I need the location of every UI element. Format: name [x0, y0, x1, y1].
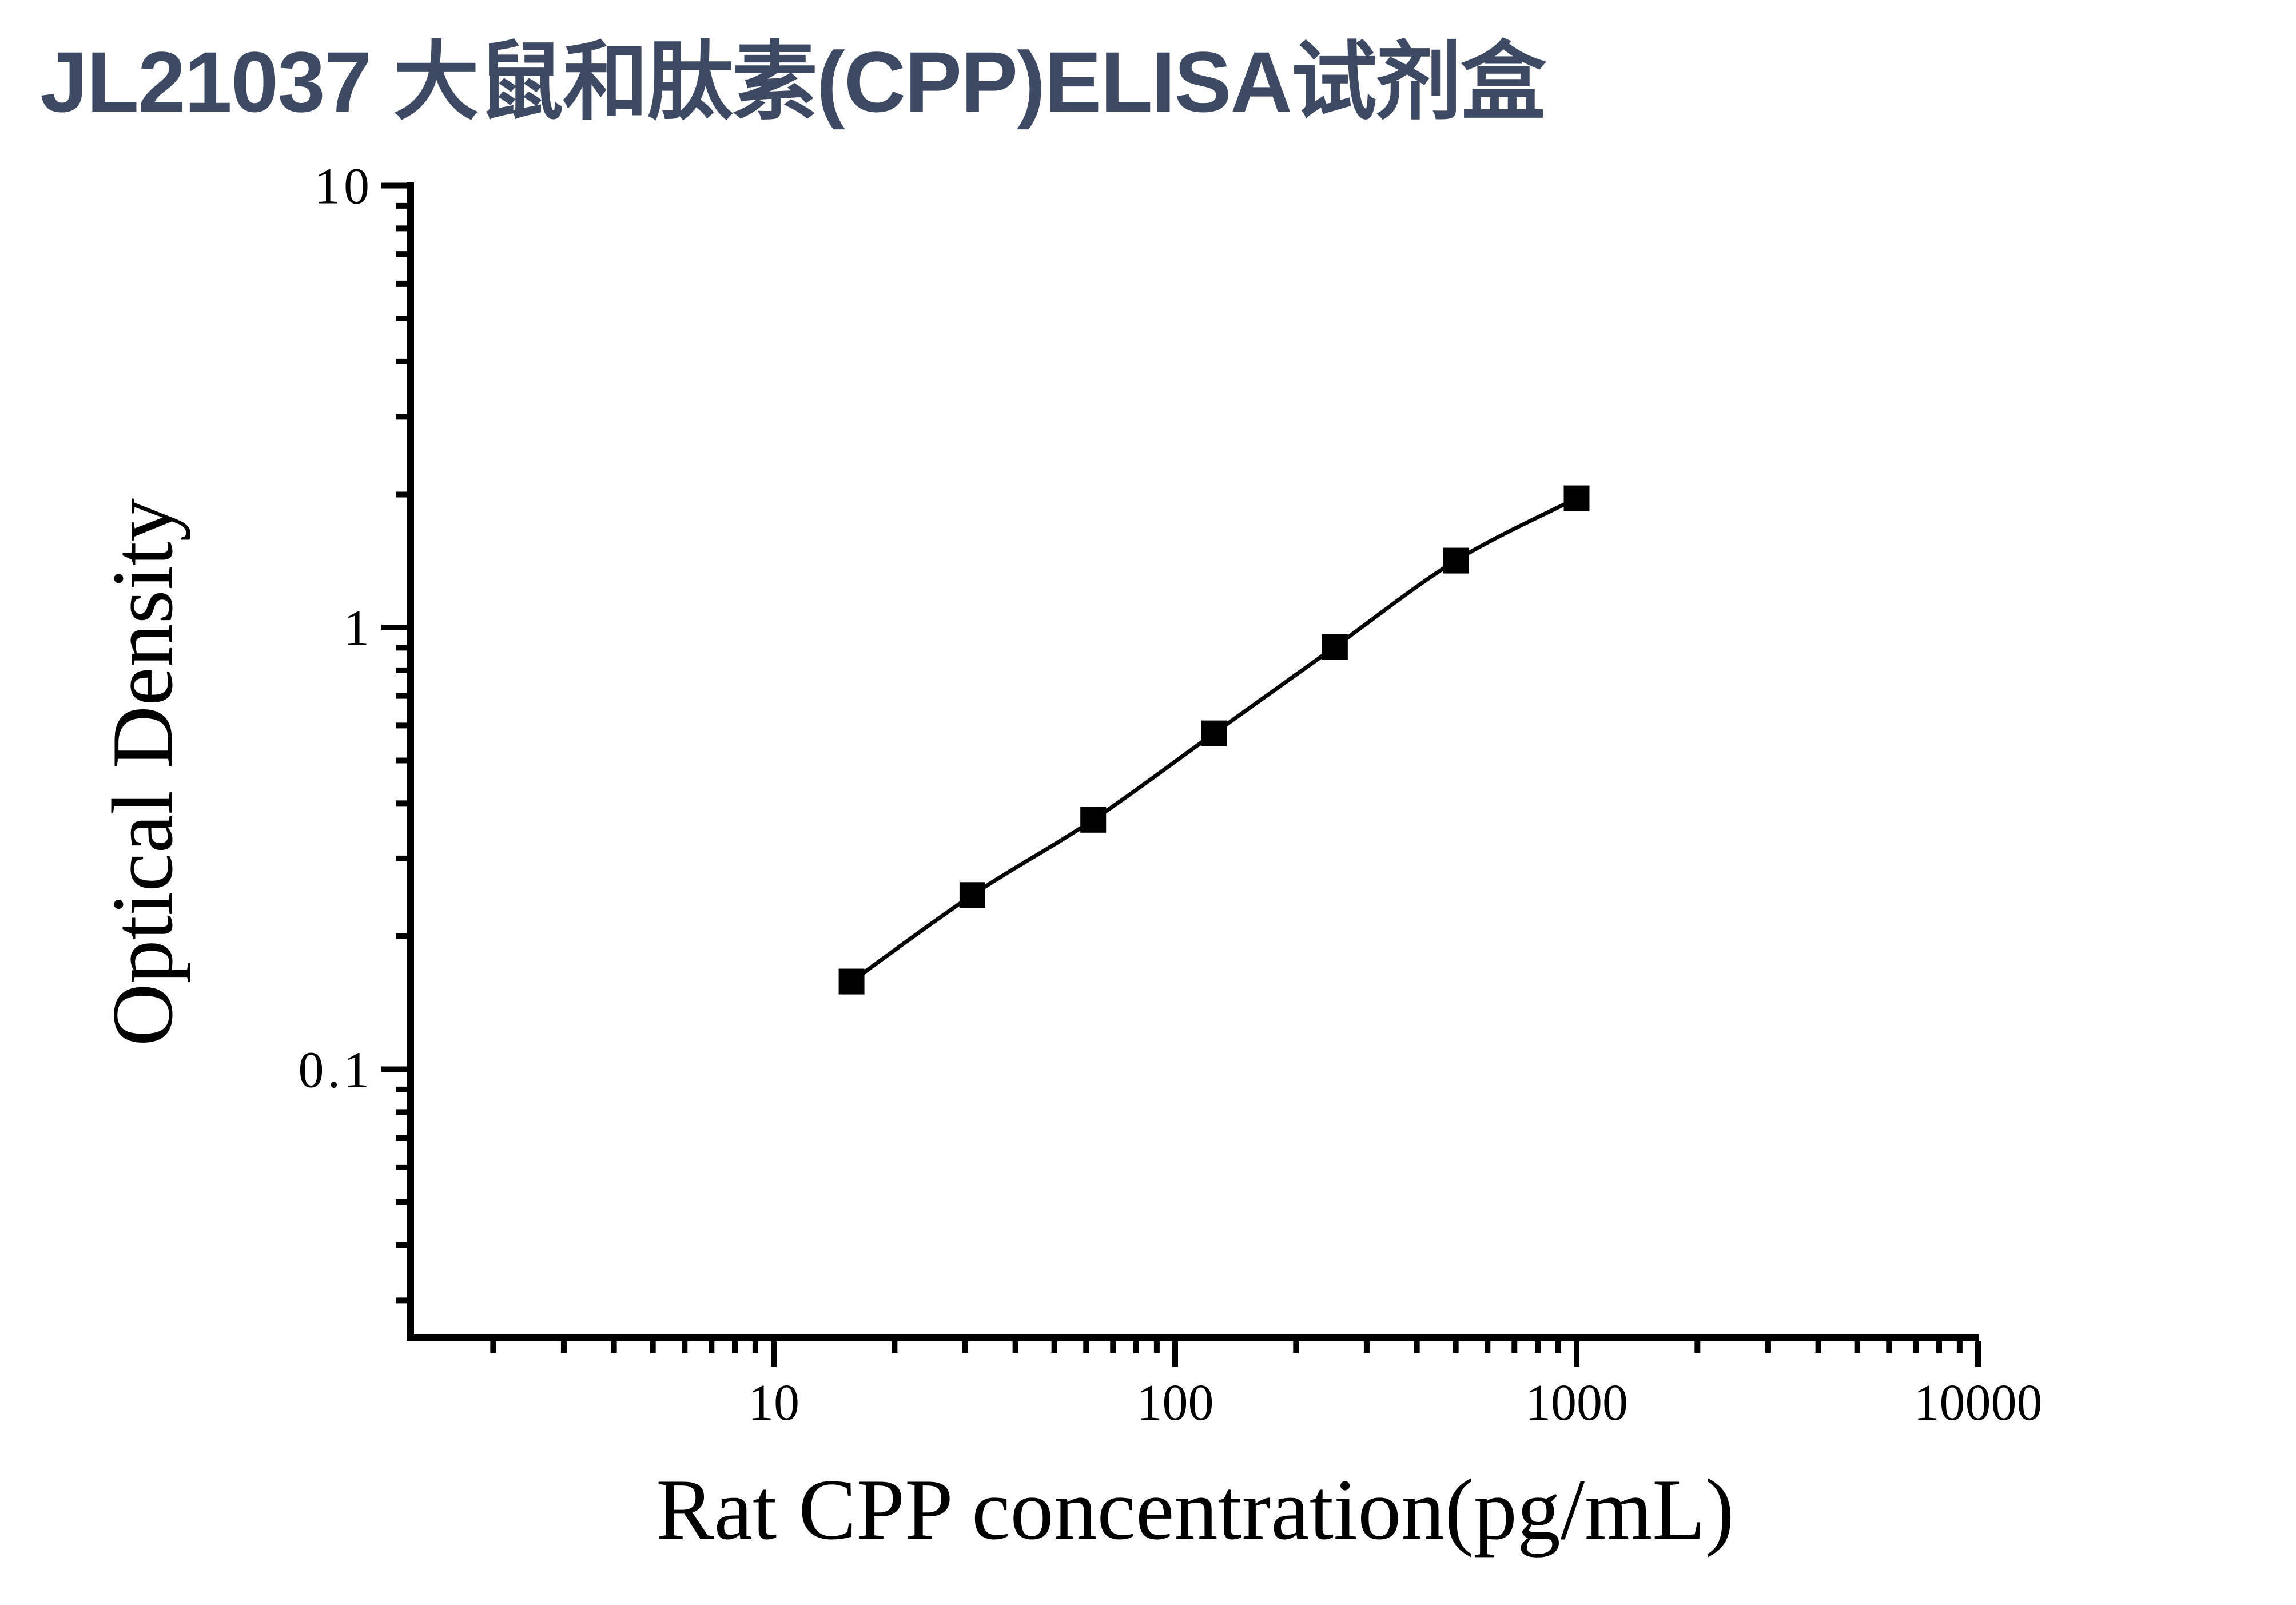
data-point-marker [1563, 485, 1590, 511]
x-tick-label: 10 [748, 1374, 799, 1431]
y-tick-label: 0.1 [299, 1042, 373, 1099]
y-axis-title: Optical Density [94, 498, 190, 1046]
y-tick-label: 10 [315, 158, 373, 215]
data-point-marker [1080, 807, 1107, 833]
data-point-marker [1443, 547, 1469, 574]
data-point-marker [1201, 720, 1227, 746]
data-point-marker [1322, 634, 1348, 660]
figure-title: JL21037 大鼠和肽素(CPP)ELISA试剂盒 [40, 34, 1546, 130]
y-tick-label: 1 [344, 600, 373, 657]
x-tick-label: 1000 [1525, 1374, 1628, 1431]
data-point-marker [959, 882, 985, 908]
x-tick-label: 100 [1137, 1374, 1214, 1431]
data-point-marker [838, 968, 865, 995]
x-axis-title: Rat CPP concentration(pg/mL) [656, 1461, 1734, 1558]
x-tick-label: 10000 [1914, 1374, 2043, 1431]
